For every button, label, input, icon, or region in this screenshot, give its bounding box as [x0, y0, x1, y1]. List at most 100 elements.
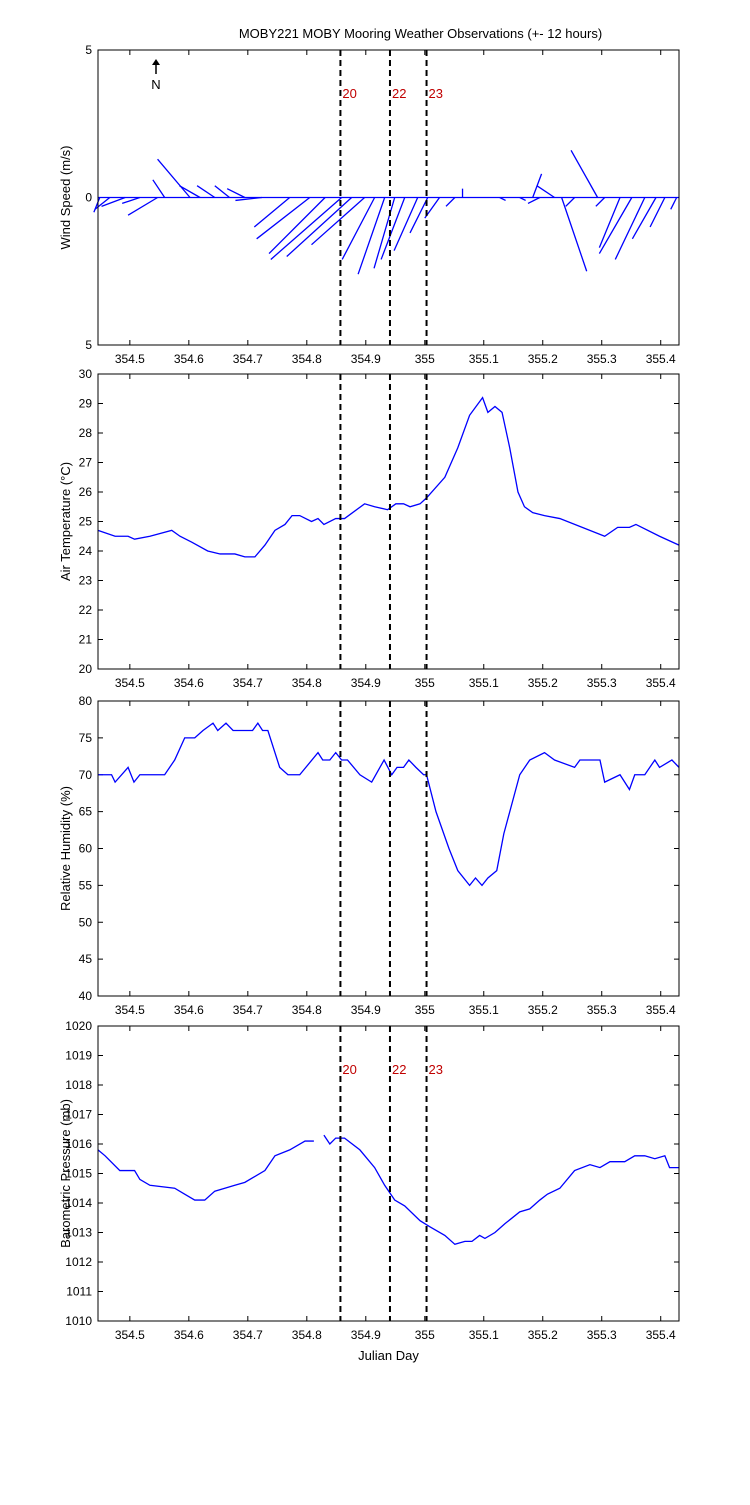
wind-stick	[357, 197, 386, 275]
y-tick-label: 40	[79, 989, 93, 1003]
wind-stick	[614, 197, 646, 260]
y-axis-label: Air Temperature (°C)	[58, 462, 73, 581]
y-tick-label: 5	[85, 338, 92, 352]
x-tick-label: 355.3	[587, 1328, 617, 1342]
x-tick-label: 354.6	[174, 676, 204, 690]
data-line	[97, 396, 680, 558]
x-tick-label: 355	[415, 1003, 435, 1017]
north-arrow-head	[152, 59, 160, 65]
data-line	[97, 1134, 679, 1246]
y-tick-label: 21	[79, 633, 93, 647]
x-tick-label: 354.5	[115, 352, 145, 366]
wind-stick	[393, 197, 419, 251]
wind-stick	[127, 196, 158, 216]
x-tick-label: 355.4	[646, 676, 676, 690]
wind-stick	[214, 185, 230, 199]
y-tick-label: 75	[79, 731, 93, 745]
x-tick-label: 354.8	[292, 352, 322, 366]
x-tick-label: 355	[415, 352, 435, 366]
wind-stick	[121, 196, 141, 205]
x-tick-label: 354.6	[174, 1003, 204, 1017]
x-tick-label: 355.1	[469, 352, 499, 366]
y-tick-label: 1020	[65, 1019, 92, 1033]
x-tick-label: 354.7	[233, 676, 263, 690]
wind-stick	[179, 185, 201, 199]
axes-frame	[97, 49, 680, 346]
x-tick-label: 354.9	[351, 352, 381, 366]
y-tick-label: 5	[85, 43, 92, 57]
wind-stick	[235, 196, 263, 202]
y-tick-label: 1014	[65, 1196, 92, 1210]
y-tick-label: 20	[79, 662, 93, 676]
panel: Barometric Pressure (mb) Julian Day 1010 10…	[58, 1019, 680, 1363]
panel: Air Temperature (°C) 20 21 22 23 24 25 26 27 28 29…	[58, 367, 680, 690]
panel: Relative Humidity (%) 40 45 50 55 60 65 70 75 80 3…	[58, 694, 680, 1017]
y-tick-label: 45	[79, 952, 93, 966]
x-tick-label: 355.2	[528, 1328, 558, 1342]
wind-stick	[536, 185, 555, 199]
wind-stick	[101, 196, 126, 207]
y-tick-label: 25	[79, 515, 93, 529]
y-tick-label: 1017	[65, 1108, 92, 1122]
y-tick-label: 1012	[65, 1255, 92, 1269]
wind-stick	[649, 197, 666, 228]
wind-stick	[445, 197, 456, 207]
event-label: 23	[429, 86, 443, 101]
x-tick-label: 354.8	[292, 1003, 322, 1017]
event-label: 20	[342, 1062, 356, 1077]
y-tick-label: 0	[85, 191, 92, 205]
event-label: 22	[392, 1062, 406, 1077]
x-tick-label: 355.1	[469, 1003, 499, 1017]
y-tick-label: 1011	[66, 1285, 92, 1299]
x-tick-label: 355	[415, 1328, 435, 1342]
x-tick-label: 355.2	[528, 676, 558, 690]
wind-stick	[598, 197, 621, 248]
x-axis-label: Julian Day	[358, 1348, 419, 1363]
data-line	[98, 721, 680, 887]
wind-stick	[286, 197, 353, 257]
y-tick-label: 1013	[65, 1226, 92, 1240]
event-label: 20	[342, 86, 356, 101]
y-axis-label: Barometric Pressure (mb)	[58, 1099, 73, 1248]
y-tick-label: 80	[79, 694, 93, 708]
axes-frame	[97, 700, 680, 997]
y-tick-label: 26	[79, 485, 93, 499]
event-label: 22	[392, 86, 406, 101]
x-tick-label: 354.7	[233, 1328, 263, 1342]
wind-stick	[341, 197, 376, 260]
wind-stick	[157, 158, 191, 198]
x-tick-label: 354.7	[233, 1003, 263, 1017]
wind-stick	[409, 197, 429, 234]
x-tick-label: 355.2	[528, 352, 558, 366]
wind-stick	[311, 197, 366, 246]
axes-frame	[97, 373, 680, 670]
x-tick-label: 355	[415, 676, 435, 690]
x-tick-label: 354.7	[233, 352, 263, 366]
x-tick-label: 355.4	[646, 1003, 676, 1017]
y-tick-label: 1015	[65, 1167, 92, 1181]
wind-stick	[152, 179, 166, 198]
x-tick-label: 354.8	[292, 1328, 322, 1342]
x-tick-label: 355.1	[469, 1328, 499, 1342]
wind-stick	[527, 196, 541, 204]
wind-stick	[380, 197, 406, 260]
y-tick-label: 29	[79, 397, 93, 411]
event-label: 23	[429, 1062, 443, 1077]
wind-stick	[595, 197, 606, 207]
x-tick-label: 354.5	[115, 1003, 145, 1017]
x-tick-label: 354.9	[351, 1328, 381, 1342]
wind-stick	[373, 197, 396, 269]
wind-stick	[670, 197, 678, 210]
y-tick-label: 22	[79, 603, 93, 617]
wind-stick	[196, 185, 216, 199]
y-tick-label: 65	[79, 805, 93, 819]
wind-stick	[561, 197, 588, 272]
y-tick-label: 1018	[65, 1078, 92, 1092]
wind-stick	[270, 197, 343, 260]
y-tick-label: 55	[79, 878, 93, 892]
x-tick-label: 354.9	[351, 1003, 381, 1017]
x-tick-label: 354.6	[174, 352, 204, 366]
y-tick-label: 23	[79, 574, 93, 588]
